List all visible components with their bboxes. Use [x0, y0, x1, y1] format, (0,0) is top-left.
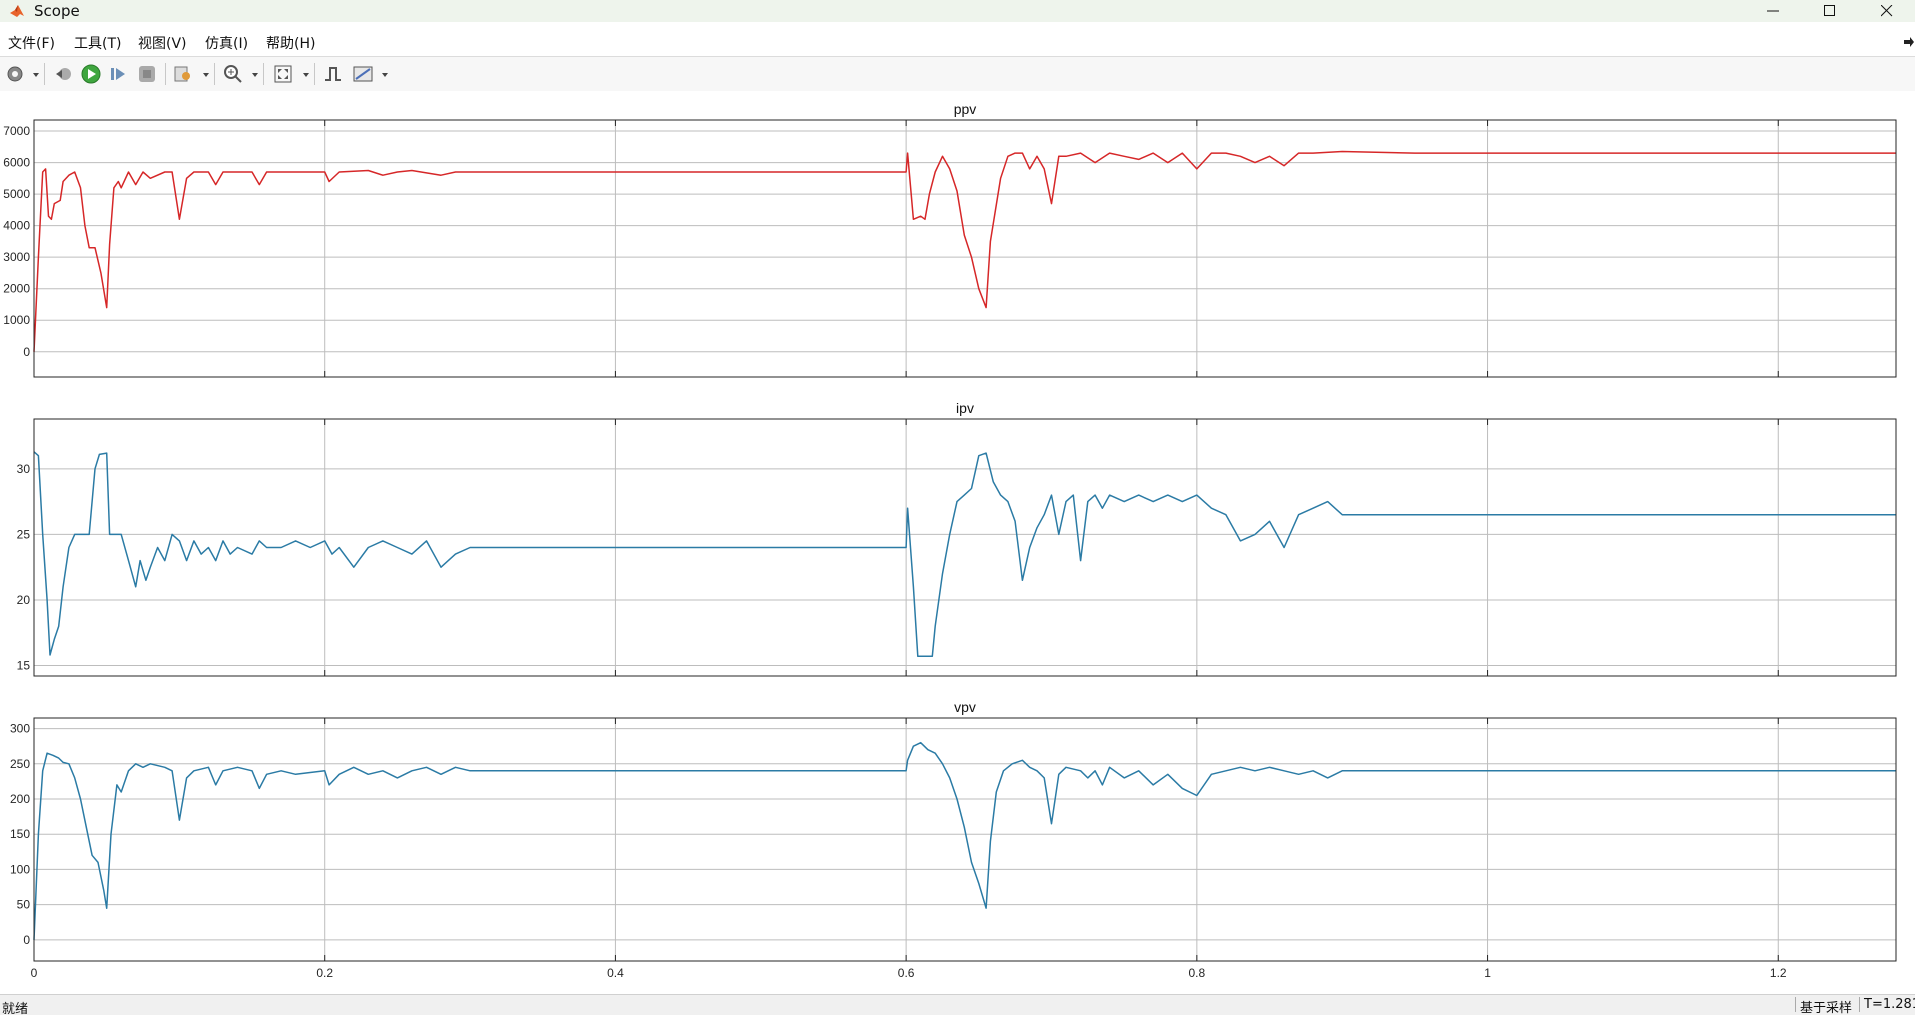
matlab-icon: [10, 5, 24, 17]
x-tick-label: 0.8: [1188, 966, 1205, 980]
toolbar-separator: [214, 63, 215, 85]
y-tick-label: 150: [10, 827, 30, 841]
chart-title: ppv: [954, 101, 977, 117]
chart-frame: [33, 418, 1897, 677]
y-tick-label: 20: [17, 593, 31, 607]
menu-file[interactable]: 文件(F): [8, 36, 55, 52]
menu-simulation[interactable]: 仿真(I): [205, 36, 249, 52]
x-tick-label: 0: [31, 966, 38, 980]
chart-border: [33, 119, 1897, 378]
y-tick-label: 30: [17, 462, 31, 476]
y-tick-label: 2000: [3, 282, 30, 296]
step-forward-icon[interactable]: [108, 62, 130, 86]
y-tick-label: 250: [10, 757, 30, 771]
status-sample-mode: 基于采样: [1795, 997, 1856, 1016]
chart-border: [33, 717, 1897, 962]
settings-icon[interactable]: [4, 62, 26, 86]
maximize-icon: [1824, 5, 1835, 16]
scope-plot-area: 0 1000 2000 3000 4000 5000 6000 7000 ppv 15 20 25 30…: [0, 91, 1915, 994]
run-icon[interactable]: [80, 62, 102, 86]
minimize-button[interactable]: [1745, 0, 1801, 22]
toolbar: [0, 56, 1915, 92]
stop-icon[interactable]: [136, 62, 158, 86]
status-bar: 就绪 基于采样 T=1.281: [0, 994, 1915, 1017]
status-ready: 就绪: [2, 1002, 29, 1017]
fit-dropdown-icon[interactable]: [303, 73, 309, 77]
y-tick-label: 25: [17, 527, 31, 541]
menu-bar: 文件(F) 工具(T) 视图(V) 仿真(I) 帮助(H): [0, 29, 1915, 55]
y-tick-label: 15: [17, 659, 31, 673]
title-bar: Scope: [0, 0, 1915, 22]
zoom-in-icon[interactable]: [222, 62, 244, 86]
close-icon: [1881, 5, 1893, 17]
measurements-icon[interactable]: [352, 62, 374, 86]
x-tick-label: 0.4: [607, 966, 624, 980]
chart-title: ipv: [956, 400, 974, 416]
x-tick-label: 0.2: [316, 966, 333, 980]
series-line-ipv: [33, 451, 1896, 658]
x-tick-label: 1.2: [1770, 966, 1787, 980]
series-line-vpv: [33, 741, 1896, 940]
fit-to-view-icon[interactable]: [272, 62, 294, 86]
menu-view[interactable]: 视图(V): [138, 36, 187, 52]
y-tick-label: 100: [10, 862, 30, 876]
y-tick-label: 6000: [3, 156, 30, 170]
y-tick-label: 7000: [3, 124, 30, 138]
window-title: Scope: [34, 2, 80, 20]
y-tick-label: 50: [17, 898, 31, 912]
scope-charts: 01000200030004000500060007000ppv15202530…: [3, 101, 1897, 980]
zoom-dropdown-icon[interactable]: [252, 73, 258, 77]
y-tick-label: 300: [10, 722, 30, 736]
toolbar-separator: [263, 63, 264, 85]
measurements-dropdown-icon[interactable]: [382, 73, 388, 77]
series-line-ppv: [33, 150, 1896, 352]
step-back-icon[interactable]: [53, 62, 75, 86]
highlight-icon[interactable]: [172, 62, 194, 86]
minimize-icon: [1767, 10, 1779, 12]
maximize-button[interactable]: [1802, 0, 1858, 22]
highlight-dropdown-icon[interactable]: [203, 73, 209, 77]
x-tick-label: 0.6: [898, 966, 915, 980]
chart-frame: [33, 119, 1897, 378]
pin-icon[interactable]: [1904, 37, 1914, 47]
y-tick-label: 200: [10, 792, 30, 806]
y-tick-label: 4000: [3, 219, 30, 233]
toolbar-separator: [44, 63, 45, 85]
close-button[interactable]: [1859, 0, 1915, 22]
y-tick-label: 0: [23, 933, 30, 947]
menu-tools[interactable]: 工具(T): [74, 36, 122, 52]
status-time: T=1.281: [1859, 997, 1915, 1012]
chart-frame: [33, 717, 1897, 962]
y-tick-label: 3000: [3, 250, 30, 264]
y-tick-label: 0: [23, 345, 30, 359]
y-tick-label: 1000: [3, 313, 30, 327]
settings-dropdown-icon[interactable]: [33, 73, 39, 77]
triggers-icon[interactable]: [322, 62, 344, 86]
toolbar-separator: [314, 63, 315, 85]
x-tick-label: 1: [1484, 966, 1491, 980]
menu-help[interactable]: 帮助(H): [266, 36, 316, 52]
chart-title: vpv: [954, 699, 976, 715]
y-tick-label: 5000: [3, 187, 30, 201]
toolbar-separator: [165, 63, 166, 85]
chart-border: [33, 418, 1897, 677]
